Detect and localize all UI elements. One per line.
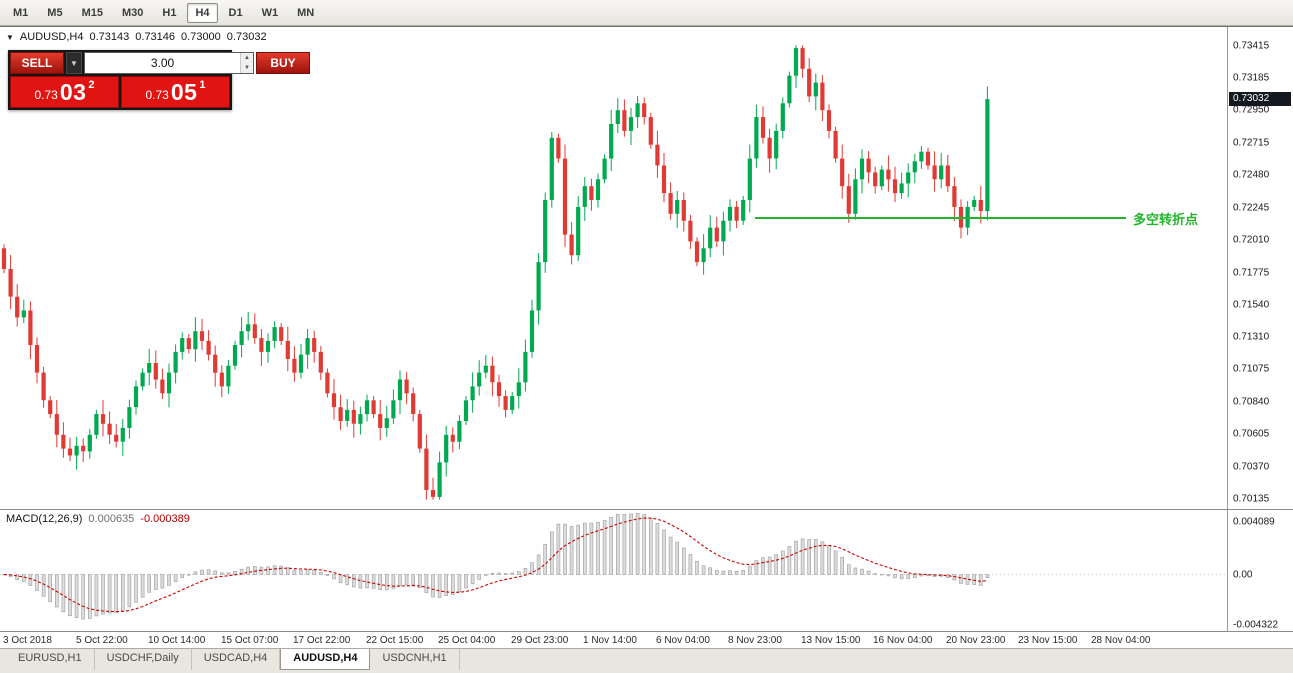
time-tick-label: 13 Nov 15:00 xyxy=(801,635,861,646)
chart-window: ▼ AUDUSD,H4 0.73143 0.73146 0.73000 0.73… xyxy=(0,26,1293,648)
price-chart-canvas[interactable] xyxy=(0,27,1227,509)
buy-price-display[interactable]: 0.73 05 1 xyxy=(121,76,230,108)
tab-usdcnh-h1[interactable]: USDCNH,H1 xyxy=(370,649,460,670)
price-tick-label: 0.72010 xyxy=(1233,234,1270,246)
tab-eurusd-h1[interactable]: EURUSD,H1 xyxy=(6,649,95,670)
macd-axis: 0.004089 0.00 -0.004322 xyxy=(1227,510,1293,631)
support-line-label[interactable]: 多空转折点 xyxy=(1133,212,1199,227)
time-tick-label: 22 Oct 15:00 xyxy=(366,635,424,646)
price-pane: ▼ AUDUSD,H4 0.73143 0.73146 0.73000 0.73… xyxy=(0,27,1293,509)
ohlc-low: 0.73000 xyxy=(181,31,221,43)
sell-price-main: 03 xyxy=(59,78,87,105)
macd-main-value: 0.000635 xyxy=(88,513,135,525)
ohlc-header: ▼ AUDUSD,H4 0.73143 0.73146 0.73000 0.73… xyxy=(6,31,267,43)
timeframe-m5-button[interactable]: M5 xyxy=(47,6,63,19)
sell-price-prefix: 0.73 xyxy=(34,88,58,102)
time-tick-label: 25 Oct 04:00 xyxy=(438,635,496,646)
time-tick-label: 29 Oct 23:00 xyxy=(511,635,569,646)
sell-price-display[interactable]: 0.73 03 2 xyxy=(10,76,119,108)
price-tick-label: 0.70135 xyxy=(1233,493,1270,505)
time-tick-label: 10 Oct 14:00 xyxy=(148,635,206,646)
price-tick-label: 0.71775 xyxy=(1233,267,1270,278)
time-tick-label: 8 Nov 23:00 xyxy=(728,635,782,646)
chart-menu-icon[interactable]: ▼ xyxy=(6,32,14,42)
macd-name: MACD(12,26,9) xyxy=(6,513,83,525)
price-tick-label: 0.71075 xyxy=(1233,363,1270,375)
price-tick-label: 0.73185 xyxy=(1233,72,1270,84)
lot-spinner: ▲ ▼ xyxy=(240,53,253,73)
timeframe-m15-button[interactable]: M15 xyxy=(81,6,103,19)
current-price-tag: 0.73032 xyxy=(1229,91,1291,106)
sell-price-pip: 2 xyxy=(88,79,95,91)
timeframe-toolbar: M1 M5 M15 M30 H1 H4 D1 W1 MN xyxy=(0,0,1293,26)
buy-price-pip: 1 xyxy=(199,79,206,91)
price-axis: 0.73415 0.73185 0.72950 0.72715 0.72480 0.722… xyxy=(1227,27,1293,509)
timeframe-d1-button[interactable]: D1 xyxy=(228,6,243,19)
lot-size-input[interactable] xyxy=(85,53,240,73)
ohlc-open: 0.73143 xyxy=(89,31,130,43)
ohlc-symbol: AUDUSD,H4 xyxy=(19,31,84,43)
sell-button[interactable]: SELL xyxy=(10,52,64,74)
time-tick-label: 6 Nov 04:00 xyxy=(656,635,710,646)
macd-signal-value: -0.000389 xyxy=(140,513,190,525)
macd-canvas[interactable] xyxy=(0,510,1227,632)
timeframe-h1-button[interactable]: H1 xyxy=(162,6,177,19)
lot-dropdown-button[interactable]: ▼ xyxy=(66,52,82,74)
time-tick-label: 5 Oct 22:00 xyxy=(76,635,128,646)
time-tick-label: 16 Nov 04:00 xyxy=(873,635,933,646)
buy-price-prefix: 0.73 xyxy=(145,88,169,102)
price-tick-label: 0.71540 xyxy=(1233,299,1270,311)
price-tick-label: 0.70840 xyxy=(1233,396,1270,408)
price-tick-label: 0.72480 xyxy=(1233,169,1270,181)
price-tick-label: 0.73415 xyxy=(1233,40,1270,52)
macd-tick-label: 0.00 xyxy=(1233,569,1253,580)
ohlc-high: 0.73146 xyxy=(135,31,176,43)
timeframe-m30-button[interactable]: M30 xyxy=(121,6,144,19)
timeframe-h4-button[interactable]: H4 xyxy=(187,2,218,23)
tab-audusd-h4[interactable]: AUDUSD,H4 xyxy=(280,649,371,670)
ohlc-close: 0.73032 xyxy=(226,31,267,43)
macd-pane: MACD(12,26,9) 0.000635 -0.000389 0.00408… xyxy=(0,509,1293,631)
one-click-trade-panel: SELL ▼ ▲ ▼ BUY 0.73 xyxy=(8,50,310,110)
price-tick-label: 0.72245 xyxy=(1233,202,1270,214)
tab-usdchf-daily[interactable]: USDCHF,Daily xyxy=(95,649,192,670)
time-tick-label: 28 Nov 04:00 xyxy=(1091,635,1151,646)
time-tick-label: 15 Oct 07:00 xyxy=(221,635,279,646)
tab-usdcad-h4[interactable]: USDCAD,H4 xyxy=(192,649,281,670)
buy-price-main: 05 xyxy=(170,78,198,105)
lot-increase-icon[interactable]: ▲ xyxy=(241,53,253,63)
lot-size-field: ▲ ▼ xyxy=(84,52,254,74)
price-tick-label: 0.70605 xyxy=(1233,428,1270,440)
macd-header: MACD(12,26,9) 0.000635 -0.000389 xyxy=(6,513,190,525)
time-tick-label: 3 Oct 2018 xyxy=(3,635,52,646)
time-axis: 3 Oct 2018 5 Oct 22:00 10 Oct 14:00 15 Oct … xyxy=(0,631,1293,648)
lot-decrease-icon[interactable]: ▼ xyxy=(241,63,253,73)
price-tick-label: 0.70370 xyxy=(1233,461,1270,472)
time-tick-label: 1 Nov 14:00 xyxy=(583,635,637,646)
buy-button[interactable]: BUY xyxy=(256,52,310,74)
price-tick-label: 0.72950 xyxy=(1233,104,1270,116)
macd-tick-label: 0.004089 xyxy=(1233,516,1275,528)
macd-tick-label: -0.004322 xyxy=(1233,619,1279,631)
support-line[interactable] xyxy=(755,217,1126,219)
chevron-down-icon: ▼ xyxy=(70,58,78,68)
timeframe-w1-button[interactable]: W1 xyxy=(261,6,279,19)
price-tick-label: 0.72715 xyxy=(1233,137,1270,149)
chart-tabs-bar: EURUSD,H1 USDCHF,Daily USDCAD,H4 AUDUSD,… xyxy=(0,648,1293,673)
price-tick-label: 0.71310 xyxy=(1233,331,1270,343)
time-tick-label: 23 Nov 15:00 xyxy=(1018,635,1078,646)
timeframe-m1-button[interactable]: M1 xyxy=(13,6,29,19)
time-tick-label: 20 Nov 23:00 xyxy=(946,635,1006,646)
time-tick-label: 17 Oct 22:00 xyxy=(293,635,351,646)
timeframe-mn-button[interactable]: MN xyxy=(297,6,315,19)
